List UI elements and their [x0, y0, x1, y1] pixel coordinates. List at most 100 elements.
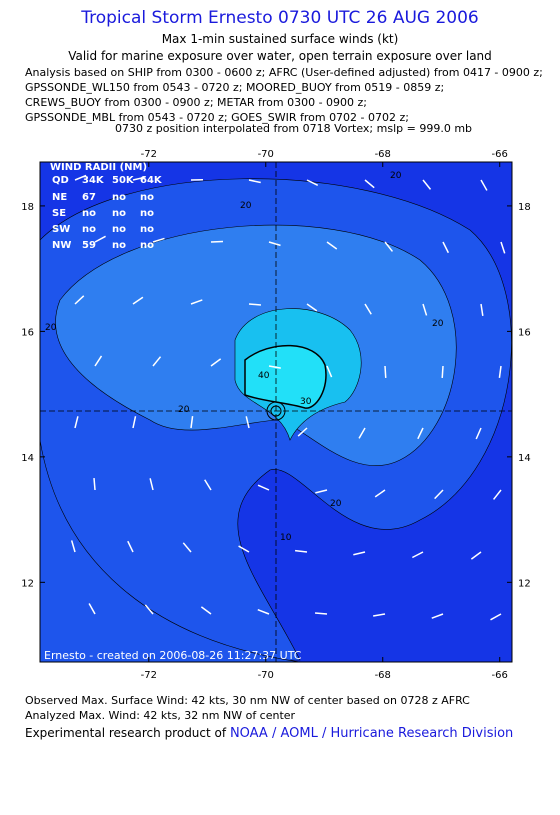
wind-barb: [422, 303, 428, 316]
center: [266, 401, 286, 421]
wind-radii-cell: no: [140, 224, 154, 235]
y-tick-label: 18: [518, 202, 531, 213]
contour-labels: 20 20 20 20 30 40 20 10 20: [45, 171, 444, 543]
x-tick-label: -68: [375, 670, 391, 681]
product-link[interactable]: NOAA / AOML / Hurricane Research Divisio…: [229, 726, 514, 741]
x-tick-label: -70: [258, 670, 274, 681]
wind-barb: [149, 478, 154, 491]
wind-barb: [431, 613, 444, 619]
wind-radii-title: WIND RADII (NM): [50, 162, 147, 173]
wind-barb: [127, 540, 134, 553]
y-tick-label: 14: [518, 453, 531, 464]
wind-barb: [132, 296, 144, 305]
product: Experimental research product of NOAA / …: [25, 726, 513, 741]
wind-barb: [314, 612, 328, 615]
wind-barb: [245, 416, 250, 429]
wind-radii-cell: no: [140, 192, 154, 203]
wind-radii-header: 50K: [112, 175, 135, 186]
wind-barb: [132, 416, 137, 429]
contour-label: 20: [178, 405, 190, 415]
analysis-line: GPSSONDE_WL150 from 0543 - 0720 z; MOORE…: [25, 81, 445, 94]
wind-radii-cell: no: [112, 224, 126, 235]
wind-barb: [441, 365, 444, 379]
wind-barb: [364, 179, 375, 189]
credit: Ernesto - created on 2006-08-26 11:27:37…: [44, 649, 302, 662]
analysis-line: GPSSONDE_MBL from 0543 - 0720 z; GOES_SW…: [25, 111, 409, 124]
wind-barb: [384, 241, 394, 252]
contour-label: 30: [300, 397, 312, 407]
contour-label: 20: [240, 201, 252, 211]
contour-label: 20: [330, 499, 342, 509]
wind-barb: [373, 613, 386, 617]
wind-barb: [417, 427, 424, 440]
wind-barb: [190, 299, 203, 305]
wind-radii-header: 64K: [140, 175, 163, 186]
y-tick-label: 12: [21, 578, 34, 589]
validity: Valid for marine exposure over water, op…: [68, 49, 492, 63]
analysis-line: 0730 z position interpolated from 0718 V…: [115, 122, 473, 135]
wind-radii-cell: NE: [52, 192, 67, 203]
contours: [40, 162, 512, 662]
y-tick-label: 14: [21, 453, 34, 464]
wind-radii-cell: SE: [52, 208, 66, 219]
title: Tropical Storm Ernesto 0730 UTC 26 AUG 2…: [81, 8, 479, 28]
wind-barb: [490, 613, 502, 621]
wind-barb: [152, 356, 162, 367]
contour-label: 20: [432, 319, 444, 329]
wind-barb: [422, 179, 432, 190]
wind-radii-cell: no: [140, 208, 154, 219]
wind-barbs: [70, 174, 506, 621]
wind-radii-cell: no: [112, 240, 126, 251]
wind-barb: [74, 174, 87, 181]
wind-barb: [384, 365, 387, 379]
analysis-line: CREWS_BUOY from 0300 - 0900 z; METAR fro…: [25, 96, 368, 109]
wind-barb: [88, 603, 96, 615]
product-prefix: Experimental research product of: [25, 726, 227, 740]
wind-barb: [190, 416, 194, 429]
wind-barb: [326, 241, 338, 250]
wind-barb: [182, 542, 192, 553]
wind-barb: [470, 551, 482, 560]
wind-barb: [374, 489, 386, 498]
contour-label: 20: [390, 171, 402, 181]
wind-barb: [70, 540, 76, 553]
wind-barb: [500, 241, 506, 254]
observed: Observed Max. Surface Wind: 42 kts, 30 n…: [25, 694, 470, 707]
wind-barb: [364, 303, 372, 315]
wind-barb: [358, 427, 366, 439]
wind-radii-cell: NW: [52, 240, 71, 251]
wind-barb: [434, 489, 444, 500]
wind-barb: [315, 489, 328, 494]
wind-barb: [442, 241, 450, 254]
wind-radii-cell: 67: [82, 192, 96, 203]
x-tick-label: -72: [141, 149, 157, 160]
contour-label: 40: [258, 371, 270, 381]
wind-radii-cell: no: [112, 208, 126, 219]
wind-barb: [306, 303, 318, 312]
wind-barb: [268, 241, 281, 247]
contour-label: 10: [280, 533, 292, 543]
wind-radii-cell: no: [112, 192, 126, 203]
wind-barb: [74, 295, 85, 305]
y-tick-label: 18: [21, 202, 34, 213]
wind-barb: [93, 477, 96, 491]
wind-barb: [144, 604, 154, 615]
wind-barb: [200, 606, 212, 615]
wind-barb: [94, 355, 103, 367]
analysis-line: Analysis based on SHIP from 0300 - 0600 …: [25, 66, 543, 79]
contour-label: 20: [45, 323, 57, 333]
wind-barb: [248, 303, 262, 306]
wind-barb: [480, 179, 488, 191]
wind-radii-cell: no: [82, 224, 96, 235]
wind-barb: [248, 179, 261, 184]
x-tick-label: -68: [375, 149, 391, 160]
analyzed: Analyzed Max. Wind: 42 kts, 32 nm NW of …: [25, 709, 296, 722]
y-tick-label: 12: [518, 578, 531, 589]
wind-barb: [257, 484, 270, 491]
x-tick-label: -70: [258, 149, 274, 160]
wind-barb: [204, 479, 212, 491]
map: 20 20 20 20 30 40 20 10 20 WIND RADII (N…: [21, 149, 531, 681]
wind-barb: [297, 427, 308, 437]
wind-radii-cell: SW: [52, 224, 70, 235]
